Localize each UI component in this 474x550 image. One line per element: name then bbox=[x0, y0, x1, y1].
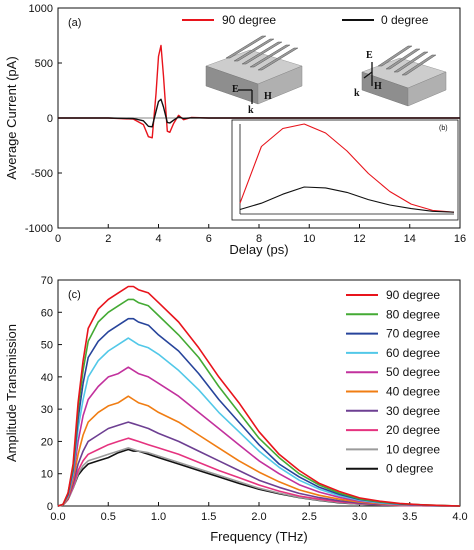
device-0-side bbox=[407, 71, 447, 107]
legend-c-label-40-degree: 40 degree bbox=[386, 385, 440, 399]
inset-b-label: (b) bbox=[439, 125, 448, 132]
device-90-diagram: E H k bbox=[205, 35, 303, 116]
legend-c-label-80-degree: 80 degree bbox=[386, 307, 440, 321]
panel-c-x-tick-label-0-0: 0.0 bbox=[50, 511, 65, 523]
panel-a-x-title: Delay (ps) bbox=[229, 242, 288, 257]
panel-c-y-tick-label-50: 50 bbox=[41, 340, 53, 352]
panel-a-y-tick-label-500: 500 bbox=[35, 58, 53, 70]
inset-b: (b) bbox=[231, 119, 459, 221]
device-0-label-k: k bbox=[354, 88, 360, 99]
panel-c-series-80-degree bbox=[57, 298, 461, 507]
device-90-wires bbox=[225, 35, 299, 71]
panel-c-series-0-degree bbox=[57, 448, 461, 507]
panel-c-x-tick-label-4-0: 4.0 bbox=[452, 511, 467, 523]
panel-a-x-tick-label-12: 12 bbox=[353, 233, 365, 245]
panel-a-legend: 90 degree 0 degree bbox=[182, 13, 429, 27]
legend-a-label-0: 0 degree bbox=[381, 13, 429, 27]
device-90-label-k: k bbox=[248, 105, 254, 116]
device-0-wires bbox=[377, 45, 437, 76]
panel-c-x-tick-label-3-0: 3.0 bbox=[352, 511, 367, 523]
panel-c-series bbox=[57, 285, 461, 507]
panel-a-series-0-degree bbox=[58, 98, 460, 128]
panel-c-y-title: Amplitude Transmission bbox=[4, 324, 19, 462]
panel-a-x-tick-label-10: 10 bbox=[303, 233, 315, 245]
panel-a-series bbox=[58, 44, 460, 139]
legend-a-label-90: 90 degree bbox=[222, 13, 276, 27]
panel-a-y-tick-label-1000: -1000 bbox=[25, 223, 53, 235]
panel-a: 0 2 4 6 8 10 12 14 16 1000 500 0 -500 -1000 (a) Delay… bbox=[4, 3, 466, 257]
panel-a-x-tick-label-2: 2 bbox=[105, 233, 111, 245]
panel-c-y-tick-label-40: 40 bbox=[41, 372, 53, 384]
panel-c-series-50-degree bbox=[57, 366, 461, 507]
panel-c-x-tick-label-0-5: 0.5 bbox=[101, 511, 116, 523]
panel-a-x-tick-label-14: 14 bbox=[404, 233, 416, 245]
panel-a-x-tick-label-4: 4 bbox=[155, 233, 161, 245]
legend-c-label-20-degree: 20 degree bbox=[386, 423, 440, 437]
panel-a-y-tick-label-1000: 1000 bbox=[29, 3, 53, 15]
panel-c-y-tick-label-60: 60 bbox=[41, 307, 53, 319]
panel-c-series-90-degree bbox=[57, 285, 461, 507]
panel-c-x-tick-label-2-0: 2.0 bbox=[251, 511, 266, 523]
panel-a-y-tick-label-0: 0 bbox=[47, 113, 53, 125]
panel-c-y-tick-label-10: 10 bbox=[41, 469, 53, 481]
legend-c-label-60-degree: 60 degree bbox=[386, 346, 440, 360]
legend-c-label-0-degree: 0 degree bbox=[386, 462, 434, 476]
device-0-label-h: H bbox=[374, 81, 382, 92]
panel-c-ticks: 0.0 0.5 1.0 1.5 2.0 2.5 3.0 3.5 4.0 0 10 20 30 40 50 60… bbox=[41, 275, 468, 523]
panel-c-x-title: Frequency (THz) bbox=[210, 529, 308, 544]
panel-c-y-tick-label-0: 0 bbox=[47, 501, 53, 513]
panel-c-y-tick-label-30: 30 bbox=[41, 404, 53, 416]
device-90-label-h: H bbox=[264, 91, 272, 102]
legend-c-label-50-degree: 50 degree bbox=[386, 365, 440, 379]
legend-c-label-10-degree: 10 degree bbox=[386, 442, 440, 456]
panel-a-y-tick-label-500: -500 bbox=[31, 168, 53, 180]
panel-c-series-30-degree bbox=[57, 421, 461, 507]
device-0-h-arrow bbox=[363, 71, 373, 79]
panel-a-x-tick-label-16: 16 bbox=[454, 233, 466, 245]
panel-c-legend: 90 degree 80 degree 70 degree 60 degree 50 d… bbox=[346, 288, 440, 476]
panel-a-x-tick-label-0: 0 bbox=[55, 233, 61, 245]
legend-c-label-90-degree: 90 degree bbox=[386, 288, 440, 302]
panel-a-label: (a) bbox=[68, 17, 81, 29]
panel-c-x-tick-label-1-5: 1.5 bbox=[201, 511, 216, 523]
panel-a-ticks: 0 2 4 6 8 10 12 14 16 1000 500 0 -500 -1000 bbox=[25, 3, 466, 245]
device-0-diagram: E H k bbox=[354, 45, 447, 107]
panel-c-y-tick-label-70: 70 bbox=[41, 275, 53, 287]
legend-c-label-70-degree: 70 degree bbox=[386, 327, 440, 341]
inset-b-series-90-degree bbox=[239, 123, 455, 213]
inset-b-background bbox=[231, 119, 459, 221]
panel-c-label: (c) bbox=[68, 289, 81, 301]
inset-b-series-0-degree bbox=[239, 186, 455, 213]
device-90-side bbox=[257, 65, 303, 105]
panel-c-x-tick-label-1-0: 1.0 bbox=[151, 511, 166, 523]
panel-c-series-10-degree bbox=[57, 447, 461, 507]
panel-c-x-tick-label-3-5: 3.5 bbox=[402, 511, 417, 523]
panel-a-x-tick-label-8: 8 bbox=[256, 233, 262, 245]
device-0-label-e: E bbox=[366, 50, 373, 61]
panel-c-series-40-degree bbox=[57, 395, 461, 507]
panel-a-series-90-degree bbox=[58, 44, 460, 139]
inset-b-series bbox=[239, 123, 455, 213]
panel-a-y-title: Average Current (pA) bbox=[4, 56, 19, 179]
panel-c-y-tick-label-20: 20 bbox=[41, 436, 53, 448]
legend-c-label-30-degree: 30 degree bbox=[386, 404, 440, 418]
panel-c-x-tick-label-2-5: 2.5 bbox=[302, 511, 317, 523]
device-90-label-e: E bbox=[232, 84, 239, 95]
panel-c: 0.0 0.5 1.0 1.5 2.0 2.5 3.0 3.5 4.0 0 10 20 30 40 50 60… bbox=[4, 275, 468, 544]
panel-a-x-tick-label-6: 6 bbox=[206, 233, 212, 245]
